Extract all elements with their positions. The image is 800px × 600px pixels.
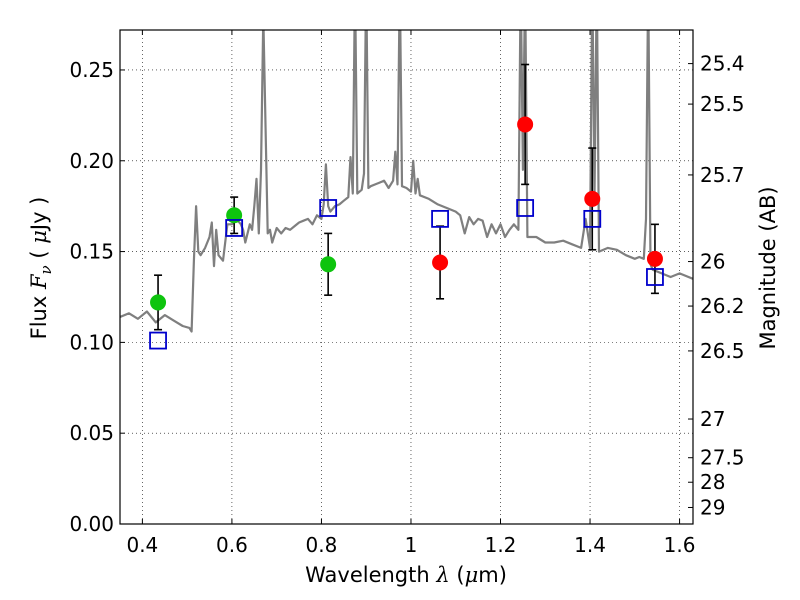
y2-tick-label: 27.5 bbox=[700, 446, 745, 470]
y2-tick-label: 25.5 bbox=[700, 92, 745, 116]
y-tick-label: 0.00 bbox=[69, 512, 114, 536]
y2-axis-title: Magnitude (AB) bbox=[756, 186, 780, 349]
y-tick-label: 0.25 bbox=[69, 58, 114, 82]
data-point bbox=[646, 250, 663, 267]
x-axis-title: Wavelength λ (μm) bbox=[305, 563, 507, 587]
y2-tick-label: 25.7 bbox=[700, 163, 745, 187]
x-tick-label: 0.4 bbox=[126, 533, 158, 557]
model-square bbox=[646, 268, 664, 286]
plot-area bbox=[120, 30, 693, 524]
data-point bbox=[517, 116, 534, 133]
data-layer bbox=[120, 30, 693, 333]
data-point bbox=[226, 207, 243, 224]
ticks: 0.4 0.6 0.8 1 1.2 1.4 1.6 0.00 0.05 0.10 0.15 0.20 0… bbox=[69, 30, 745, 557]
y2-tick-label: 26.2 bbox=[700, 294, 745, 318]
y2-tick-label: 26 bbox=[700, 250, 725, 274]
points-layer bbox=[149, 63, 664, 350]
model-square bbox=[319, 199, 338, 217]
y2-tick-label: 25.4 bbox=[700, 52, 745, 76]
spectrum-line bbox=[120, 30, 693, 333]
y2-tick-label: 29 bbox=[700, 495, 725, 519]
y2-tick-label: 27 bbox=[700, 407, 725, 431]
data-point bbox=[320, 256, 337, 273]
y2-tick-label: 28 bbox=[700, 470, 725, 494]
data-point bbox=[432, 254, 449, 271]
model-square bbox=[225, 219, 244, 237]
model-square bbox=[516, 199, 535, 217]
y2-tick-label: 26.5 bbox=[700, 339, 745, 363]
data-point bbox=[584, 190, 601, 207]
x-tick-label: 0.8 bbox=[306, 533, 338, 557]
plot-frame bbox=[119, 29, 694, 525]
y-axis-title: Flux Fν ( μJy ) bbox=[27, 197, 55, 340]
x-tick-label: 1.2 bbox=[485, 533, 517, 557]
y-tick-label: 0.05 bbox=[69, 421, 114, 445]
y-tick-label: 0.20 bbox=[69, 149, 114, 173]
x-tick-label: 1.6 bbox=[664, 533, 696, 557]
y-tick-label: 0.15 bbox=[69, 240, 114, 264]
x-tick-label: 0.6 bbox=[216, 533, 248, 557]
data-point bbox=[150, 294, 167, 311]
y-tick-label: 0.10 bbox=[69, 330, 114, 354]
model-square bbox=[583, 209, 602, 228]
x-tick-label: 1 bbox=[405, 533, 418, 557]
model-square bbox=[149, 331, 167, 350]
model-square bbox=[431, 209, 449, 228]
x-tick-label: 1.4 bbox=[574, 533, 606, 557]
